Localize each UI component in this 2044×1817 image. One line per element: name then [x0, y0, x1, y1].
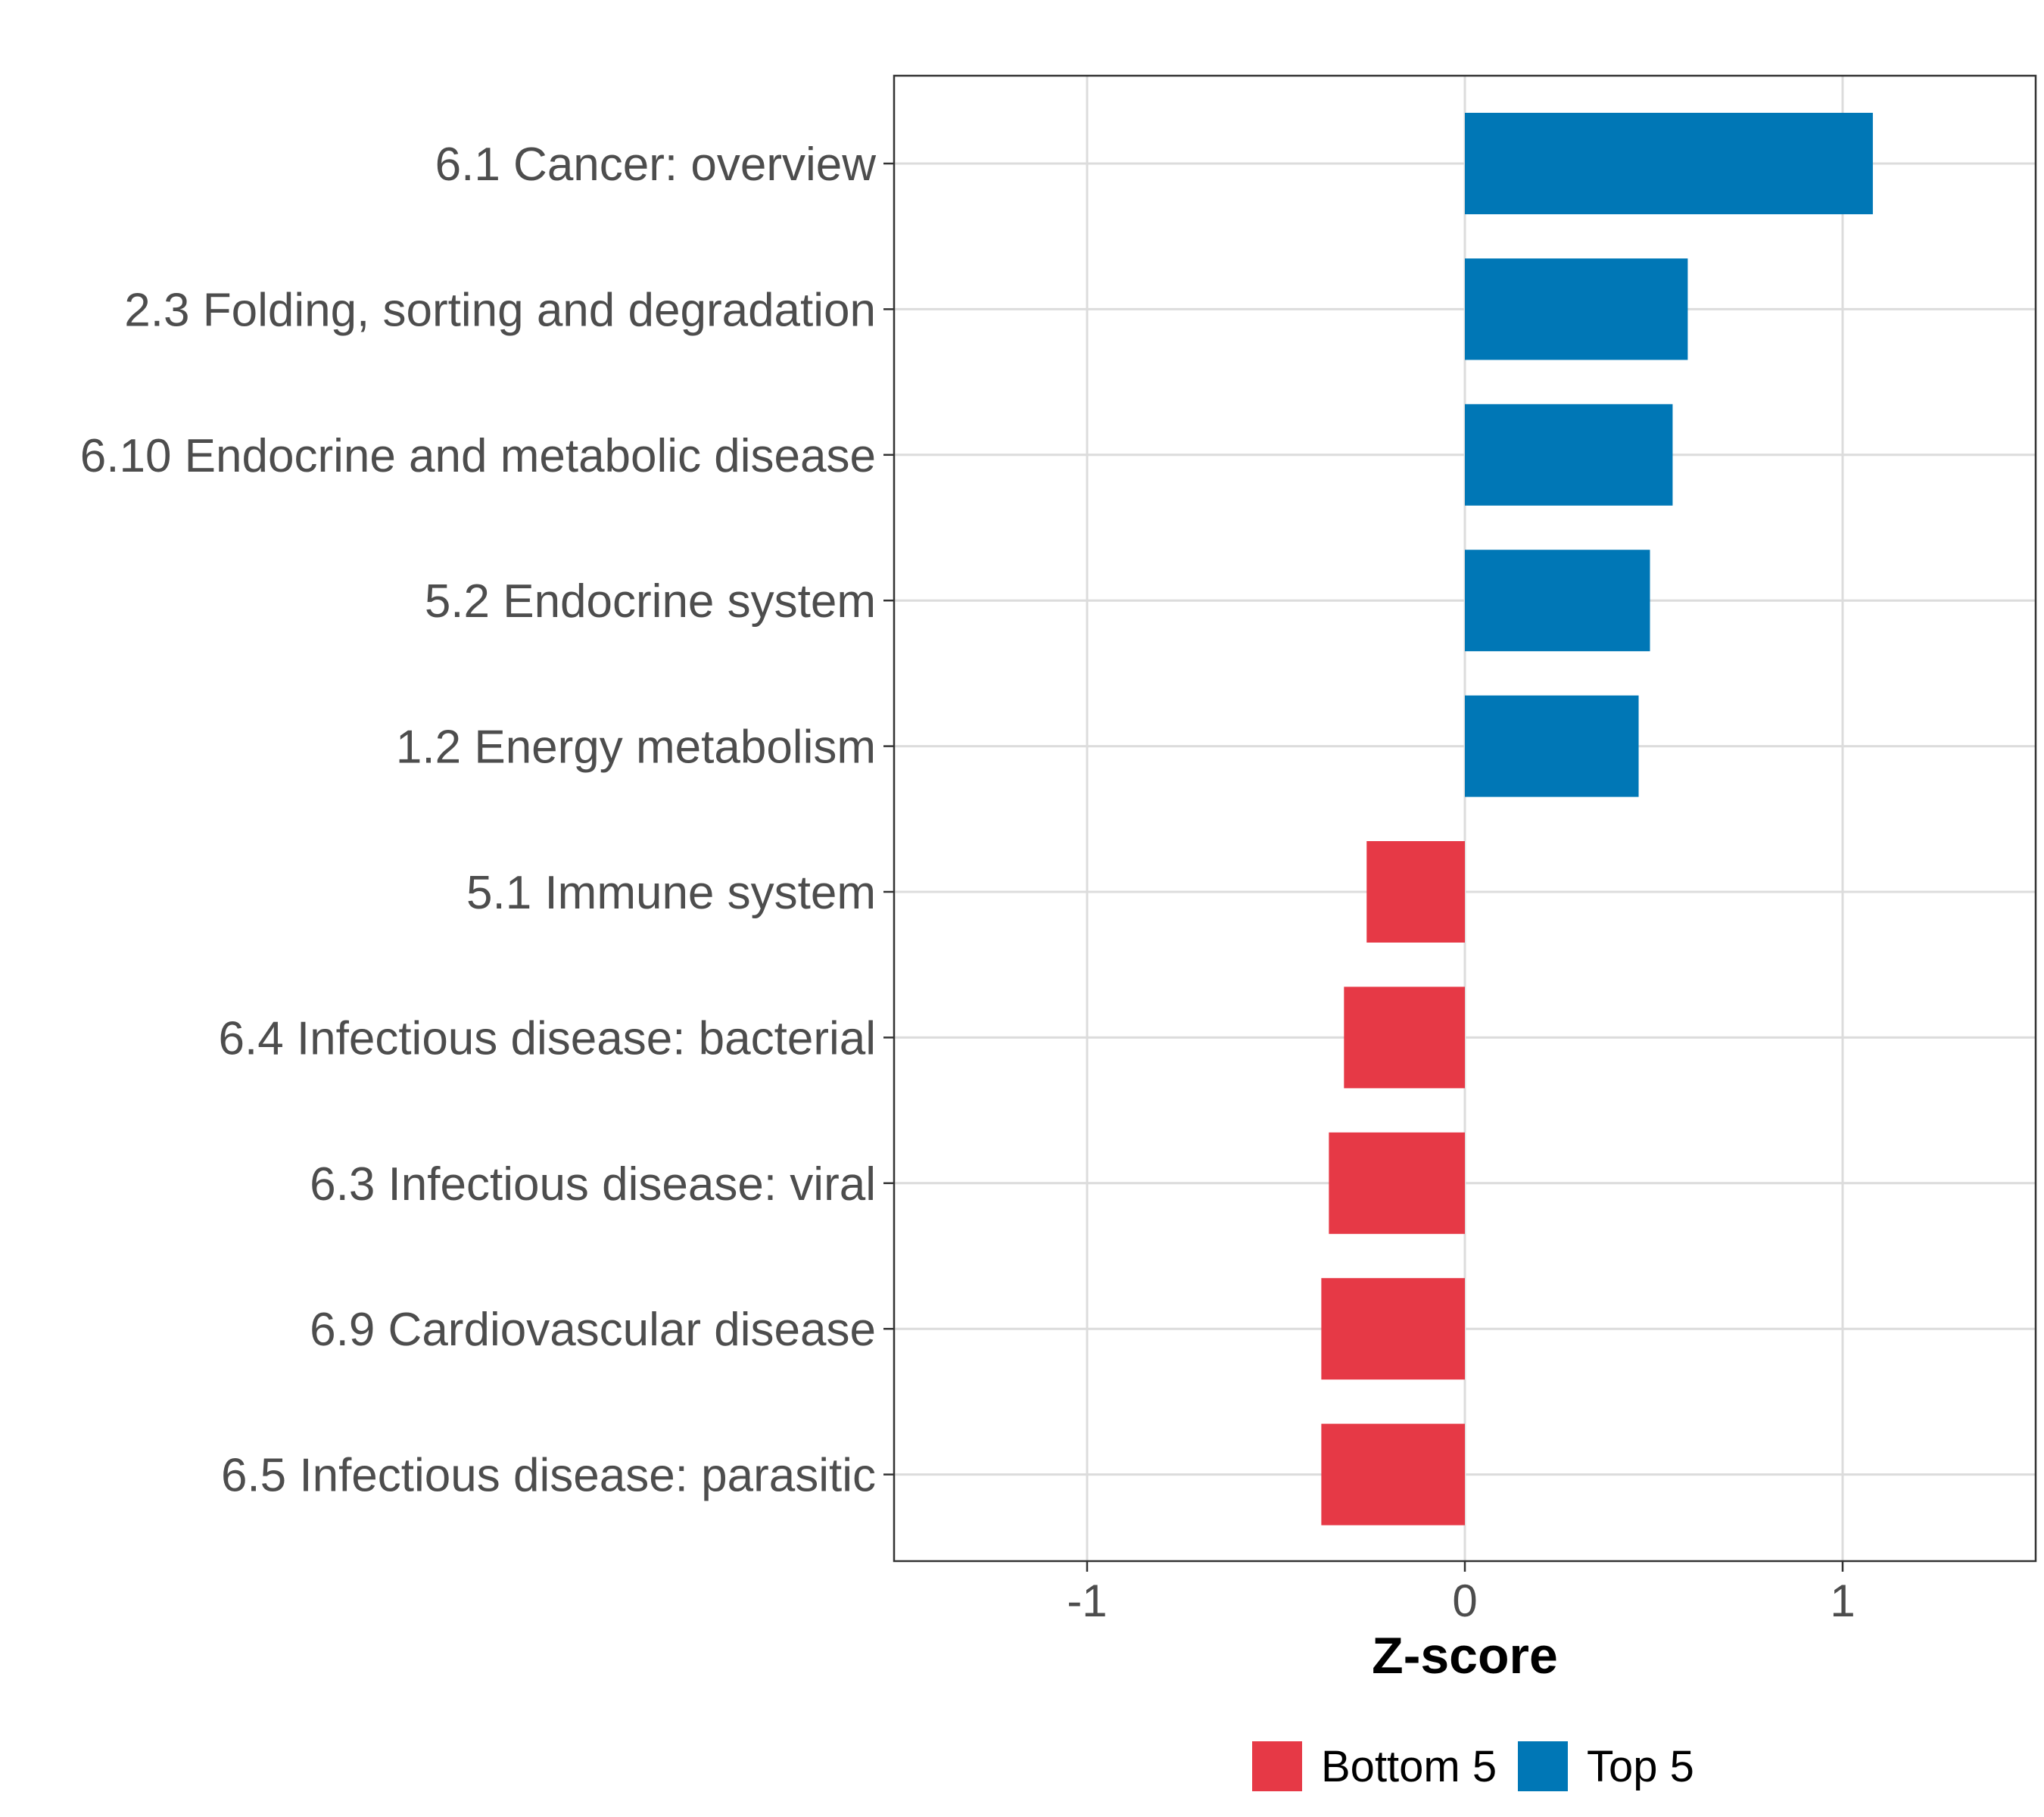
bar [1465, 695, 1639, 797]
bar [1344, 986, 1465, 1089]
bar [1465, 550, 1650, 652]
legend-label: Top 5 [1587, 1742, 1694, 1791]
category-label: 5.2 Endocrine system [425, 575, 876, 628]
x-tick-label: 1 [1830, 1575, 1855, 1626]
category-label: 6.4 Infectious disease: bacterial [218, 1012, 876, 1064]
category-label: 2.3 Folding, sorting and degradation [124, 284, 876, 336]
category-label: 1.2 Energy metabolism [396, 722, 876, 774]
tick-layer [883, 162, 1844, 1572]
category-label: 6.10 Endocrine and metabolic disease [80, 430, 876, 482]
x-tick-label: 0 [1452, 1575, 1477, 1626]
category-label: 6.1 Cancer: overview [435, 139, 877, 191]
bar-layer [1321, 113, 1873, 1526]
bar [1465, 113, 1873, 214]
x-tick-labels: -1 0 1 [1067, 1575, 1855, 1626]
category-labels: 6.1 Cancer: overview 2.3 Folding, sorting… [80, 139, 876, 1502]
x-tick-label: -1 [1067, 1575, 1107, 1626]
category-label: 6.9 Cardiovascular disease [310, 1304, 876, 1356]
bar [1329, 1132, 1465, 1234]
category-label: 5.1 Immune system [466, 867, 876, 919]
category-label: 6.5 Infectious disease: parasitic [221, 1450, 876, 1502]
legend-label: Bottom 5 [1321, 1742, 1497, 1791]
legend-swatch [1518, 1741, 1568, 1791]
bar [1465, 404, 1673, 506]
bar [1465, 258, 1688, 360]
legend: Bottom 5 Top 5 [1252, 1741, 1694, 1791]
x-axis-title: Z-score [1372, 1627, 1558, 1685]
legend-swatch [1252, 1741, 1302, 1791]
bar [1321, 1278, 1465, 1380]
bar [1321, 1423, 1465, 1526]
category-label: 6.3 Infectious disease: viral [310, 1158, 876, 1211]
bar [1366, 841, 1465, 943]
